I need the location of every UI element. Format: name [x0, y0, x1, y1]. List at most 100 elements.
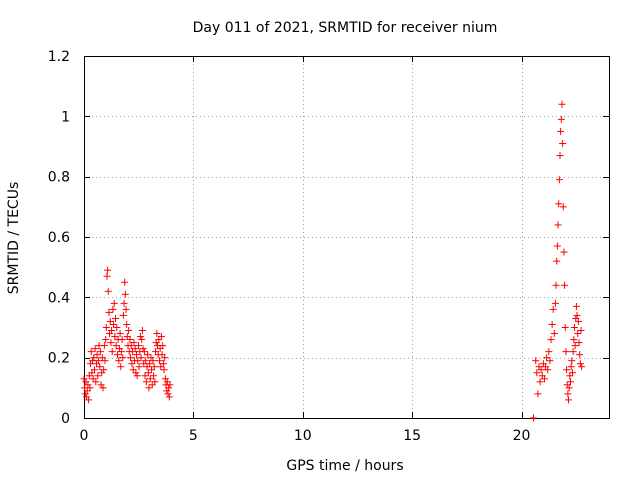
data-point: [136, 333, 144, 341]
y-tick-label: 0.8: [48, 170, 70, 186]
data-point: [134, 357, 142, 365]
data-point: [165, 384, 173, 392]
data-point: [144, 351, 152, 359]
data-point: [94, 357, 102, 365]
data-point: [568, 369, 576, 377]
data-point: [544, 366, 552, 374]
data-point: [151, 378, 159, 386]
data-points: [80, 100, 586, 422]
data-point: [119, 311, 127, 319]
data-point: [572, 302, 580, 310]
data-point: [138, 327, 146, 335]
data-point: [145, 384, 153, 392]
data-point: [89, 357, 97, 365]
data-point: [121, 290, 129, 298]
grid-lines: [84, 56, 609, 418]
data-point: [104, 266, 112, 274]
data-point: [100, 342, 108, 350]
data-point: [573, 311, 581, 319]
data-point: [540, 375, 548, 383]
data-point: [110, 320, 118, 328]
data-point: [537, 366, 545, 374]
data-point: [574, 317, 582, 325]
data-point: [159, 360, 167, 368]
data-point: [575, 339, 583, 347]
data-point: [562, 348, 570, 356]
data-point: [111, 333, 119, 341]
data-point: [557, 127, 565, 135]
data-point: [91, 366, 98, 374]
data-point: [567, 378, 574, 386]
data-point: [568, 357, 576, 365]
data-point: [141, 372, 149, 380]
data-point: [570, 324, 578, 331]
data-point: [164, 390, 172, 398]
data-point: [119, 354, 127, 362]
x-axis-label: GPS time / hours: [286, 458, 403, 474]
data-point: [120, 299, 128, 307]
data-point: [102, 336, 110, 344]
data-point: [135, 363, 143, 371]
data-point: [102, 324, 110, 331]
data-point: [555, 200, 563, 208]
y-tick-label: 0.6: [48, 230, 70, 246]
data-point: [561, 324, 569, 331]
data-point: [150, 363, 158, 371]
data-point: [146, 375, 154, 383]
x-tick-label: 15: [403, 428, 421, 444]
data-point: [96, 348, 104, 356]
data-point: [530, 414, 538, 422]
data-point: [108, 327, 116, 335]
data-point: [555, 176, 563, 184]
data-point: [166, 381, 174, 389]
data-point: [142, 357, 150, 365]
data-point: [93, 351, 101, 359]
data-point: [104, 287, 112, 295]
data-point: [134, 342, 142, 350]
data-point: [92, 378, 100, 386]
data-point: [532, 357, 540, 365]
data-point: [132, 369, 140, 377]
data-point: [127, 354, 135, 362]
data-point: [534, 390, 542, 398]
data-point: [99, 384, 107, 392]
data-point: [569, 348, 577, 356]
data-point: [110, 299, 118, 307]
data-point: [556, 152, 564, 160]
data-point: [536, 378, 544, 386]
data-point: [109, 305, 117, 313]
data-point: [153, 330, 161, 338]
data-point: [106, 317, 114, 325]
data-point: [560, 248, 568, 256]
data-point: [553, 242, 561, 250]
y-tick-label: 1: [61, 109, 70, 125]
data-point: [559, 139, 567, 147]
x-tick-label: 10: [294, 428, 312, 444]
data-point: [117, 348, 125, 356]
data-point: [578, 363, 586, 371]
data-point: [117, 363, 125, 371]
chart-title: Day 011 of 2021, SRMTID for receiver niu…: [193, 20, 498, 36]
data-point: [565, 396, 573, 404]
data-point: [130, 339, 138, 347]
data-point: [543, 354, 551, 362]
data-point: [547, 336, 555, 344]
data-point: [122, 305, 130, 313]
data-point: [553, 257, 561, 265]
data-point: [159, 342, 167, 350]
data-point: [557, 115, 565, 123]
data-point: [101, 357, 109, 365]
data-point: [545, 348, 553, 356]
data-point: [86, 384, 94, 392]
data-point: [121, 278, 129, 286]
x-tick-label: 0: [80, 428, 89, 444]
data-point: [113, 351, 121, 359]
data-point: [150, 372, 158, 380]
data-point: [558, 100, 566, 108]
data-point: [146, 360, 154, 368]
y-tick-label: 0.2: [48, 351, 70, 367]
data-point: [546, 357, 554, 365]
data-point: [115, 357, 123, 365]
data-point: [133, 372, 141, 380]
data-point: [533, 369, 541, 377]
